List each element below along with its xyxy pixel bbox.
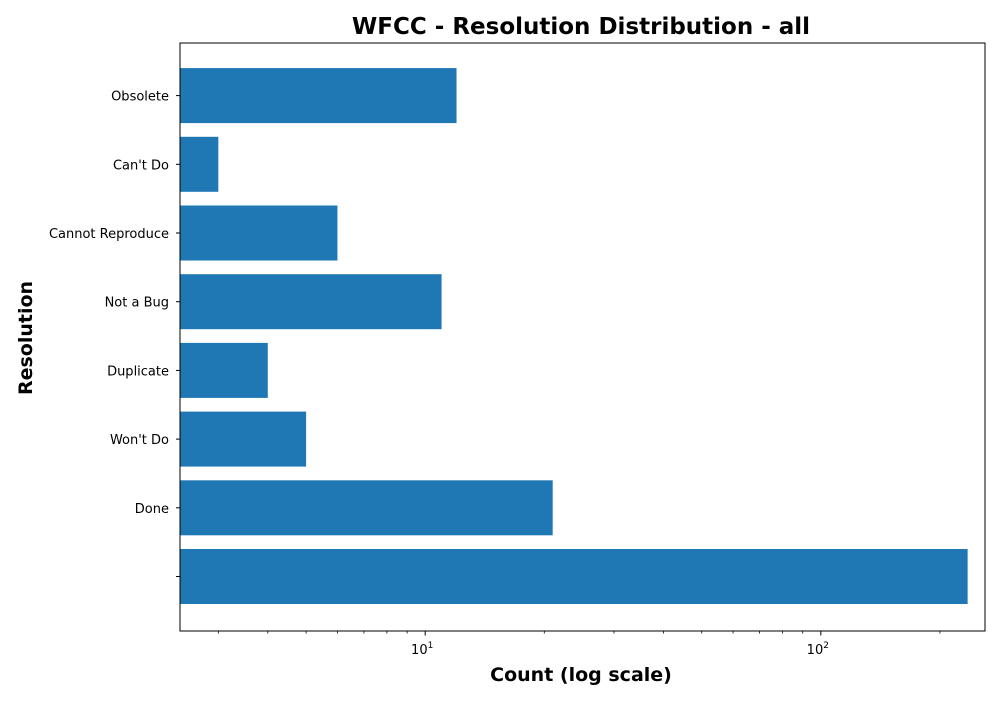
y-tick-label: Not a Bug [105, 296, 169, 311]
x-axis-ticks: 101 102 [217, 631, 941, 658]
bar [180, 68, 457, 124]
y-axis-label: Resolution [15, 281, 37, 395]
x-tick-label: 101 [411, 641, 433, 658]
bar [180, 411, 307, 467]
y-tick-label: Duplicate [107, 364, 169, 379]
bar [180, 136, 219, 192]
bar [180, 480, 553, 536]
bar [180, 274, 442, 330]
y-tick-label: Done [135, 502, 169, 517]
bars-group [180, 68, 968, 604]
bar [180, 549, 968, 604]
y-axis-ticks: Done Won't Do Duplicate Not a Bug Cannot Rep… [49, 90, 180, 577]
plot-frame [179, 42, 986, 632]
x-axis-label: Count (log scale) [490, 664, 672, 686]
y-tick-label: Cannot Reproduce [49, 227, 169, 242]
y-tick-label: Can't Do [113, 158, 169, 173]
x-tick-label: 102 [807, 641, 829, 658]
y-tick-label: Won't Do [110, 433, 169, 448]
chart-title: WFCC - Resolution Distribution - all [352, 14, 810, 40]
y-tick-label: Obsolete [111, 90, 169, 105]
bar [180, 205, 338, 261]
bar [180, 342, 268, 398]
